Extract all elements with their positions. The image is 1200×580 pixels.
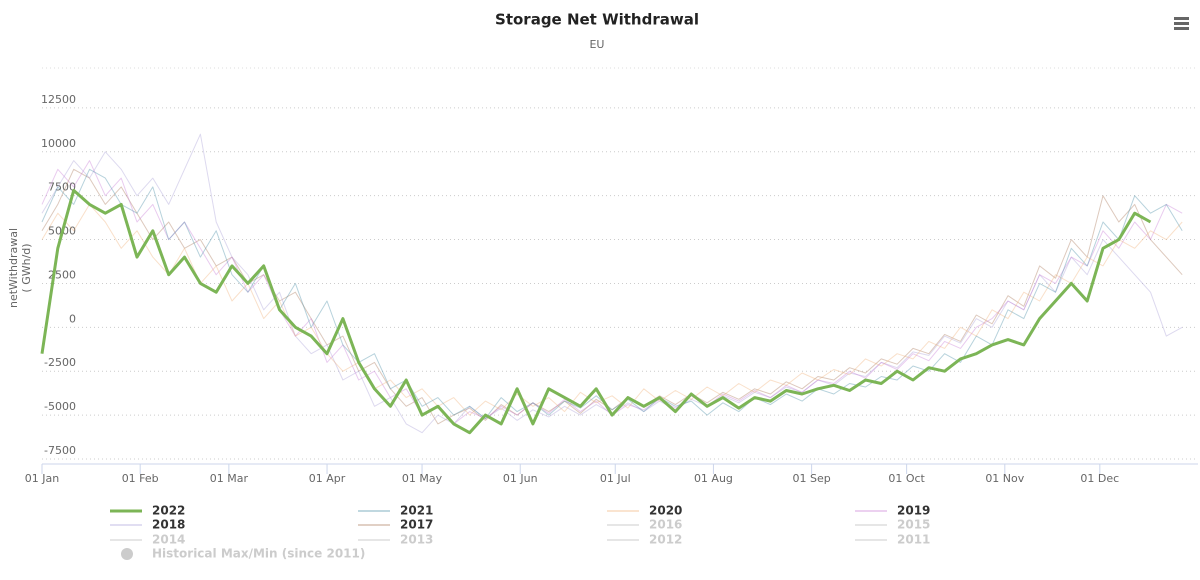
legend-label[interactable]: 2022 <box>152 504 185 518</box>
y-tick-label: 0 <box>69 312 76 325</box>
x-tick-label: 01 Jan <box>25 472 59 485</box>
legend-label[interactable]: 2012 <box>649 533 682 547</box>
legend-item[interactable]: 2013 <box>358 533 433 547</box>
legend-label[interactable]: 2014 <box>152 533 185 547</box>
y-tick-label: 12500 <box>41 93 76 106</box>
chart-subtitle: EU <box>589 38 604 51</box>
x-tick-label: 01 Feb <box>122 472 159 485</box>
series-line <box>41 168 1183 425</box>
y-tick-label: -2500 <box>44 356 76 369</box>
y-tick-label: 10000 <box>41 137 76 150</box>
legend-item[interactable]: 2015 <box>855 518 930 532</box>
x-tick-label: 01 May <box>402 472 443 485</box>
legend-item[interactable]: Historical Max/Min (since 2011) <box>121 547 365 561</box>
y-tick-label: -5000 <box>44 400 76 413</box>
menu-bar[interactable] <box>1174 17 1189 20</box>
legend-item[interactable]: 2014 <box>110 533 185 547</box>
legend-symbol <box>121 548 133 560</box>
legend-label[interactable]: 2017 <box>400 518 433 532</box>
x-tick-label: 01 Jun <box>503 472 538 485</box>
legend-item[interactable]: 2022 <box>110 504 185 518</box>
chart-title: Storage Net Withdrawal <box>495 11 699 29</box>
y-tick-label: -7500 <box>44 444 76 457</box>
x-tick-label: 01 Dec <box>1080 472 1119 485</box>
legend-label[interactable]: 2018 <box>152 518 185 532</box>
menu-bar[interactable] <box>1174 27 1189 30</box>
legend-label[interactable]: 2015 <box>897 518 930 532</box>
y-tick-label: 7500 <box>48 181 76 194</box>
legend-label[interactable]: Historical Max/Min (since 2011) <box>152 547 365 561</box>
legend-label[interactable]: 2013 <box>400 533 433 547</box>
series-line <box>41 133 1183 434</box>
legend-item[interactable]: 2021 <box>358 504 433 518</box>
legend-label[interactable]: 2016 <box>649 518 682 532</box>
menu-button[interactable] <box>1174 17 1189 30</box>
x-tick-label: 01 Oct <box>888 472 925 485</box>
legend-label[interactable]: 2020 <box>649 504 682 518</box>
x-tick-label: 01 Jul <box>600 472 631 485</box>
legend-item[interactable]: 2016 <box>607 518 682 532</box>
legend-item[interactable]: 2017 <box>358 518 433 532</box>
x-tick-label: 01 Nov <box>985 472 1024 485</box>
legend-item[interactable]: 2012 <box>607 533 682 547</box>
x-tick-label: 01 Apr <box>309 472 346 485</box>
legend-label[interactable]: 2019 <box>897 504 930 518</box>
y-axis-title: netWithdrawal <box>7 228 20 308</box>
series-line <box>41 160 1183 425</box>
legend-item[interactable]: 2019 <box>855 504 930 518</box>
y-axis-title: ( GWh/d) <box>20 243 33 292</box>
x-tick-label: 01 Aug <box>694 472 733 485</box>
legend-item[interactable]: 2020 <box>607 504 682 518</box>
menu-bar[interactable] <box>1174 22 1189 25</box>
legend-label[interactable]: 2021 <box>400 504 433 518</box>
legend-label[interactable]: 2011 <box>897 533 930 547</box>
series-line <box>40 188 1152 435</box>
x-tick-label: 01 Mar <box>210 472 249 485</box>
legend-item[interactable]: 2011 <box>855 533 930 547</box>
x-tick-label: 01 Sep <box>792 472 830 485</box>
series-line <box>41 203 1183 416</box>
legend-item[interactable]: 2018 <box>110 518 185 532</box>
